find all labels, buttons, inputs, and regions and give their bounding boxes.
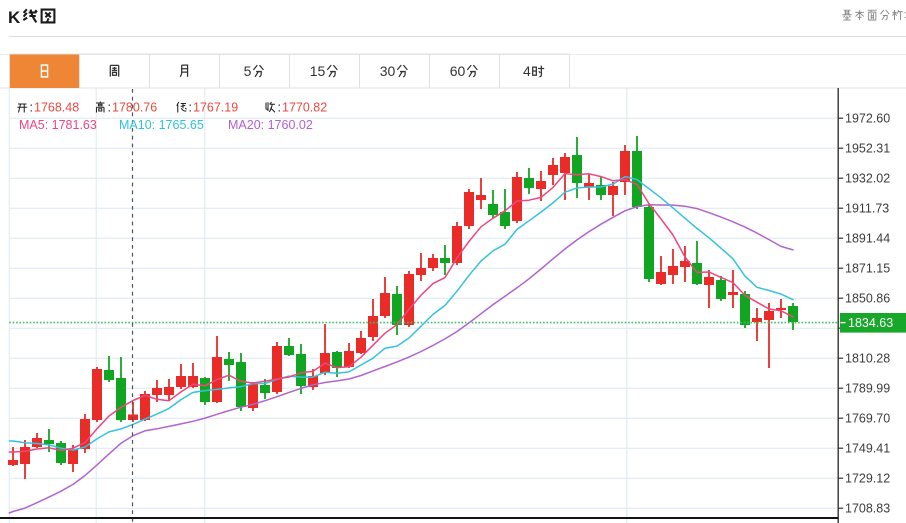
svg-text:5: 5	[244, 63, 252, 79]
svg-text:4: 4	[523, 63, 531, 79]
svg-text:1708.83: 1708.83	[845, 501, 890, 515]
svg-text:60: 60	[450, 63, 466, 79]
svg-text:MA10: 1765.65: MA10: 1765.65	[119, 118, 204, 132]
svg-text::: :	[278, 101, 281, 115]
svg-text:>: >	[904, 8, 906, 22]
svg-text:1789.99: 1789.99	[845, 381, 890, 395]
svg-text:1770.82: 1770.82	[282, 101, 327, 115]
svg-text:1850.86: 1850.86	[845, 291, 890, 305]
svg-text::: :	[108, 101, 111, 115]
svg-text:1972.60: 1972.60	[845, 111, 890, 125]
svg-text:1749.41: 1749.41	[845, 441, 890, 455]
svg-text:K: K	[8, 8, 21, 27]
svg-text:1729.12: 1729.12	[845, 471, 890, 485]
svg-text:1769.70: 1769.70	[845, 411, 890, 425]
svg-text::: :	[30, 101, 33, 115]
svg-text:1871.15: 1871.15	[845, 261, 890, 275]
svg-text:MA20: 1760.02: MA20: 1760.02	[228, 118, 313, 132]
svg-text:1767.19: 1767.19	[193, 101, 238, 115]
svg-text:1932.02: 1932.02	[845, 171, 890, 185]
svg-text:1891.44: 1891.44	[845, 231, 890, 245]
svg-text:1810.28: 1810.28	[845, 351, 890, 365]
svg-text:1834.63: 1834.63	[848, 316, 893, 330]
svg-text:15: 15	[310, 63, 326, 79]
svg-text:1952.31: 1952.31	[845, 141, 890, 155]
svg-text:1780.76: 1780.76	[112, 101, 157, 115]
svg-text:1911.73: 1911.73	[845, 201, 889, 215]
svg-text:MA5: 1781.63: MA5: 1781.63	[19, 118, 97, 132]
svg-text:30: 30	[380, 63, 396, 79]
svg-text::: :	[189, 101, 192, 115]
svg-text:1768.48: 1768.48	[34, 101, 79, 115]
